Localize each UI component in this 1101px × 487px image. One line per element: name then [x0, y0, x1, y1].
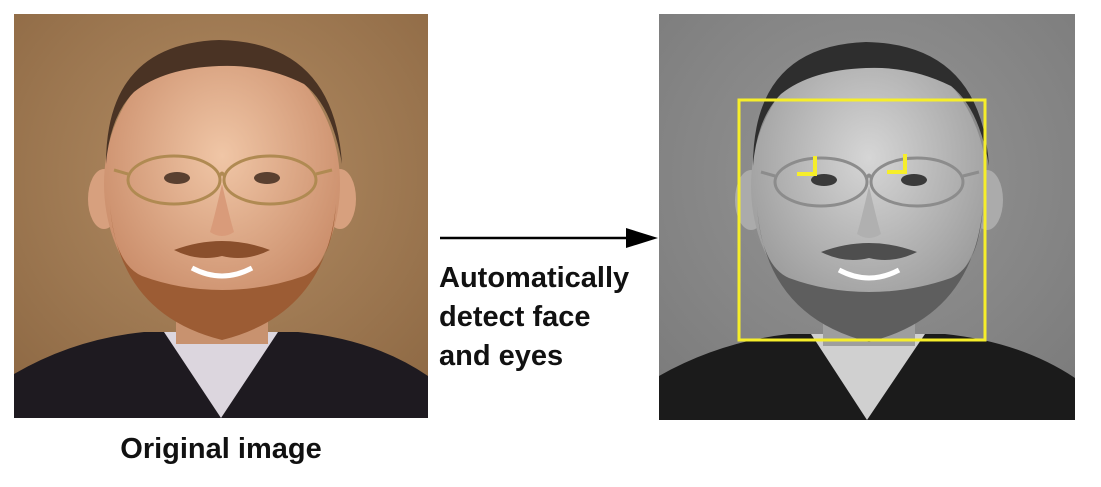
arrow-label-line-3: and eyes	[439, 340, 564, 372]
shirt	[811, 334, 925, 420]
beard	[757, 206, 983, 342]
glasses	[760, 156, 980, 208]
right-eye-marker	[887, 154, 907, 174]
original-image	[14, 14, 428, 418]
teeth	[837, 267, 901, 281]
original-image-caption: Original image	[120, 433, 322, 465]
nose	[857, 186, 881, 238]
left-eye	[164, 172, 190, 184]
hair	[106, 40, 342, 164]
beard	[110, 204, 336, 340]
glasses	[113, 154, 333, 206]
left-eye-marker	[797, 156, 817, 176]
mustache	[821, 243, 917, 260]
face-detection-box	[737, 98, 987, 342]
original-portrait	[14, 14, 428, 418]
grayscale-portrait	[659, 14, 1075, 420]
hair	[753, 42, 989, 166]
teeth	[190, 265, 254, 279]
shirt	[164, 332, 278, 418]
left-eye	[811, 174, 837, 186]
right-eye	[254, 172, 280, 184]
arrow-label-line-1: Automatically	[439, 262, 630, 294]
mustache	[174, 241, 270, 258]
nose	[210, 184, 234, 236]
arrow	[440, 228, 658, 248]
arrow-label: Automatically detect face and eyes	[439, 259, 669, 376]
detected-image	[659, 14, 1075, 420]
right-eye	[901, 174, 927, 186]
arrow-label-line-2: detect face	[439, 301, 591, 333]
